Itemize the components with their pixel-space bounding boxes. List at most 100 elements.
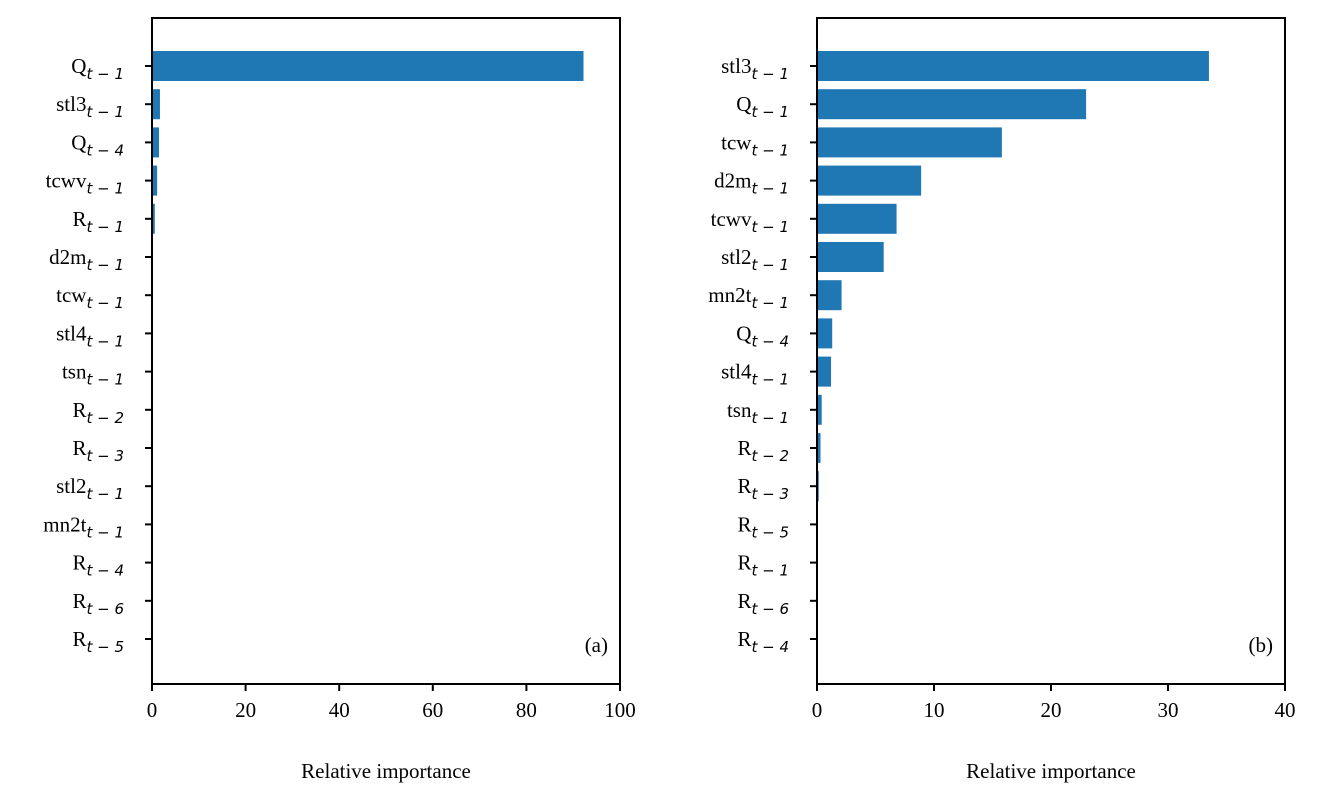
category-base: R: [737, 474, 751, 498]
bar: [152, 127, 160, 158]
x-tick-label: 40: [1275, 698, 1296, 722]
bar: [817, 242, 884, 272]
category-subscript: t − 5: [86, 638, 124, 656]
y-tick-label: tsnt − 1: [727, 398, 789, 427]
category-subscript: t − 1: [86, 523, 124, 541]
category-base: R: [72, 589, 86, 613]
y-tick-label: tsnt − 1: [62, 360, 124, 389]
y-tick-label: Qt − 4: [736, 321, 789, 350]
category-base: d2m: [714, 169, 751, 193]
y-tick-label: tcwvt − 1: [711, 207, 789, 236]
category-subscript: t − 1: [751, 294, 789, 312]
bar: [817, 318, 833, 349]
category-base: R: [72, 551, 86, 575]
category-base: stl4: [721, 360, 752, 384]
x-tick-label: 0: [147, 698, 158, 722]
category-base: tsn: [62, 360, 87, 384]
panel-annotation: (b): [1249, 633, 1274, 657]
bar: [152, 51, 584, 81]
y-tick-label: Rt − 3: [72, 436, 124, 465]
category-base: R: [737, 436, 751, 460]
y-tick-label: Rt − 4: [72, 551, 124, 580]
category-subscript: t − 1: [86, 332, 124, 350]
y-tick-label: Rt − 2: [737, 436, 789, 465]
category-subscript: t − 1: [751, 562, 789, 580]
x-axis-label: Relative importance: [301, 759, 471, 783]
category-subscript: t − 1: [86, 256, 124, 274]
category-base: R: [737, 589, 751, 613]
category-base: d2m: [49, 245, 86, 269]
category-subscript: t − 4: [86, 141, 124, 159]
y-tick-label: stl2t − 1: [721, 245, 789, 274]
category-base: R: [737, 512, 751, 536]
bar: [152, 203, 155, 234]
category-base: mn2t: [43, 512, 86, 536]
category-subscript: t − 1: [751, 180, 789, 198]
y-tick-label: mn2tt − 1: [43, 512, 124, 541]
category-subscript: t − 1: [86, 103, 124, 121]
x-tick-label: 10: [924, 698, 945, 722]
bar: [817, 89, 1087, 120]
x-tick-label: 80: [516, 698, 537, 722]
bar: [817, 203, 897, 234]
category-subscript: t − 1: [751, 409, 789, 427]
bar: [817, 165, 922, 196]
category-subscript: t − 1: [86, 218, 124, 236]
y-tick-label: Rt − 6: [737, 589, 789, 618]
panel-annotation: (a): [585, 633, 608, 657]
bar: [817, 51, 1209, 81]
category-subscript: t − 1: [86, 180, 124, 198]
y-tick-label: Rt − 2: [72, 398, 124, 427]
category-subscript: t − 2: [86, 409, 124, 427]
category-subscript: t − 6: [86, 600, 124, 618]
y-tick-label: Rt − 4: [737, 627, 789, 656]
y-tick-label: stl2t − 1: [56, 474, 124, 503]
x-tick-label: 40: [329, 698, 350, 722]
y-tick-label: Rt − 5: [737, 512, 789, 541]
category-subscript: t − 4: [751, 332, 789, 350]
category-subscript: t − 3: [751, 485, 789, 503]
y-tick-label: d2mt − 1: [49, 245, 124, 274]
category-subscript: t − 1: [751, 103, 789, 121]
category-base: Q: [736, 321, 751, 345]
bar: [817, 127, 1002, 158]
x-axis-label: Relative importance: [966, 759, 1136, 783]
category-subscript: t − 1: [86, 294, 124, 312]
category-base: R: [72, 627, 86, 651]
category-base: Q: [736, 92, 751, 116]
bar: [152, 165, 158, 196]
axes-frame: [151, 17, 621, 685]
category-base: tcw: [721, 130, 752, 154]
bar: [817, 356, 832, 387]
x-tick-label: 20: [235, 698, 256, 722]
y-tick-label: Rt − 1: [737, 551, 789, 580]
category-base: stl4: [56, 321, 87, 345]
category-base: Q: [71, 130, 86, 154]
category-base: tcw: [56, 283, 87, 307]
y-tick-label: d2mt − 1: [714, 169, 789, 198]
category-subscript: t − 2: [751, 447, 789, 465]
category-base: R: [72, 207, 86, 231]
category-base: tsn: [727, 398, 752, 422]
category-base: stl2: [721, 245, 751, 269]
bar: [152, 89, 160, 120]
category-base: R: [737, 627, 751, 651]
category-subscript: t − 1: [86, 65, 124, 83]
y-tick-label: tcwvt − 1: [46, 169, 124, 198]
y-tick-label: Rt − 1: [72, 207, 124, 236]
category-subscript: t − 1: [751, 371, 789, 389]
y-tick-label: Qt − 1: [736, 92, 789, 121]
bar: [817, 280, 842, 311]
bar: [817, 394, 822, 425]
category-subscript: t − 4: [86, 562, 124, 580]
category-base: R: [737, 551, 751, 575]
bar: [817, 433, 821, 463]
category-base: mn2t: [708, 283, 751, 307]
y-tick-label: stl4t − 1: [721, 360, 789, 389]
category-subscript: t − 4: [751, 638, 789, 656]
y-tick-label: stl3t − 1: [721, 54, 789, 83]
category-base: Q: [71, 54, 86, 78]
category-subscript: t − 3: [86, 447, 124, 465]
category-subscript: t − 1: [751, 141, 789, 159]
